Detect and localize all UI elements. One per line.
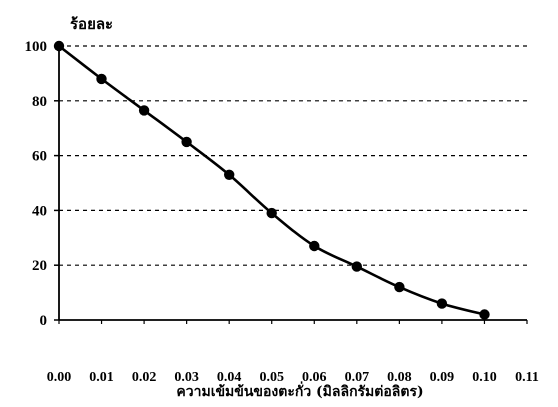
data-points: [53, 40, 490, 320]
y-tick-label: 80: [32, 94, 47, 110]
x-tick-label: 0.01: [89, 370, 114, 385]
y-axis-label: ร้อยละ: [70, 15, 113, 33]
x-tick-label: 0.04: [217, 370, 242, 385]
y-tick-label: 20: [32, 258, 47, 274]
y-tick-label: 0: [40, 313, 48, 329]
data-point: [224, 169, 235, 180]
y-tick-label: 100: [25, 39, 48, 55]
x-tick-label: 0.09: [430, 370, 455, 385]
data-point: [351, 261, 362, 272]
x-tick-label: 0.06: [302, 370, 327, 385]
data-point: [436, 298, 448, 309]
data-point: [53, 40, 65, 52]
x-tick-label: 0.08: [387, 370, 412, 385]
x-tick-labels: 0.00 0.01 0.02 0.03 0.04 0.05 0.06 0.07 0.08 0.09…: [47, 370, 539, 385]
data-point: [96, 73, 107, 85]
data-point: [309, 240, 320, 252]
gridlines: [59, 45, 527, 266]
x-tick-label: 0.00: [47, 370, 72, 385]
x-tick-label: 0.11: [515, 370, 539, 385]
y-tick-label: 60: [32, 149, 47, 165]
y-tick-label: 40: [32, 203, 47, 219]
data-point: [394, 281, 405, 293]
data-point: [138, 105, 150, 116]
x-axis-label: ความเข้มข้นของตะกั่ว (มิลลิกรัมต่อลิตร): [176, 381, 423, 400]
data-point: [479, 309, 490, 320]
x-tick-label: 0.05: [259, 370, 284, 385]
data-point: [181, 136, 192, 148]
y-tick-labels: 0 20 40 60 80 100: [25, 39, 48, 329]
x-tick-label: 0.02: [132, 370, 157, 385]
series-line: [57, 44, 486, 316]
axes: [54, 44, 528, 324]
x-tick-label: 0.10: [472, 370, 497, 385]
x-tick-label: 0.07: [345, 370, 370, 385]
data-point: [266, 207, 277, 219]
x-tick-label: 0.03: [174, 370, 199, 385]
